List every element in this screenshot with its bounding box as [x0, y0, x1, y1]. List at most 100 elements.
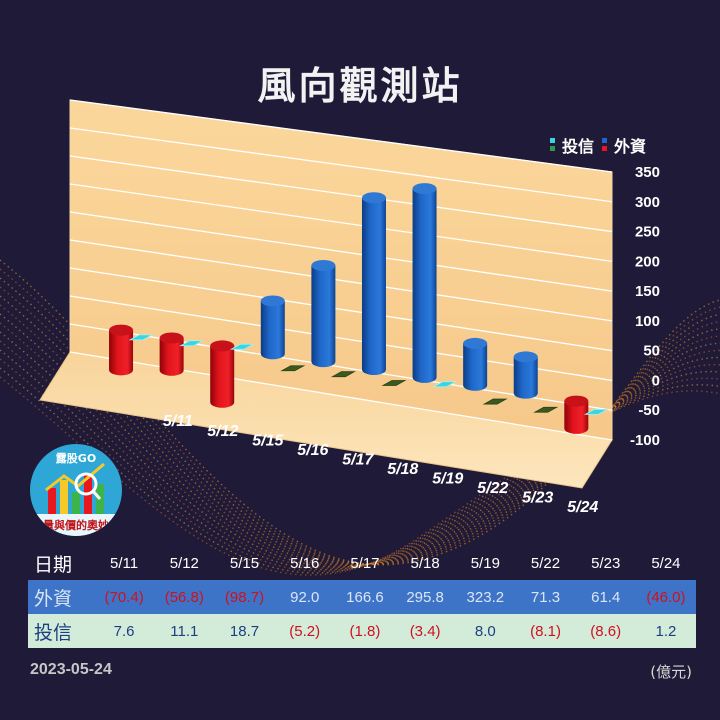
foreign-bar: [463, 337, 488, 391]
foreign-bar: [564, 395, 589, 434]
y-tick-label: 200: [635, 253, 660, 270]
foreign-cell: 92.0: [290, 588, 320, 606]
trust-cell: (8.6): [590, 622, 622, 640]
foreign-cell: (56.8): [164, 588, 204, 606]
foreign-bar-body: [260, 300, 285, 360]
wave-line: [0, 349, 720, 571]
trust-cell: 11.1: [170, 622, 199, 640]
y-tick-label: -100: [630, 432, 660, 449]
trust-marker: [330, 371, 356, 378]
report-date: 2023-05-24: [30, 661, 112, 678]
foreign-bar-body: [463, 343, 488, 391]
trust-marker: [229, 343, 255, 350]
foreign-bar: [260, 295, 285, 360]
logo-chart-icon: [45, 462, 105, 514]
x-tick-label: 5/19: [432, 470, 463, 487]
foreign-cell: 323.2: [466, 588, 505, 606]
trust-marker: [179, 340, 205, 347]
foreign-cell: (98.7): [224, 588, 265, 606]
unit-label: (億元): [650, 663, 692, 681]
gridline: [69, 239, 613, 322]
logo-top-text: 露股GO: [55, 452, 97, 465]
gridline: [69, 127, 613, 203]
foreign-bar-cap: [109, 324, 134, 336]
x-tick-label: 5/18: [387, 461, 418, 478]
foreign-cell: (70.4): [104, 588, 144, 606]
foreign-cell: 71.3: [530, 588, 561, 606]
trust-marker: [482, 398, 508, 405]
legend-label-trust: 投信: [562, 137, 595, 156]
trust-cell: 18.7: [229, 622, 260, 640]
y-tick-label: 150: [635, 283, 660, 300]
y-tick-label: -50: [638, 402, 660, 419]
foreign-bar-body: [564, 401, 589, 434]
wave-line: [0, 340, 720, 569]
trust-cell: (1.8): [349, 622, 381, 640]
trust-marker: [583, 408, 609, 415]
table-row-trust: 投信 7.6 11.1 18.7 (5.2) (1.8) (3.4) 8.0 (…: [28, 614, 696, 648]
data-table: 日期 5/11 5/12 5/15 5/16 5/17 5/18 5/19 5/…: [28, 546, 696, 648]
date-cell: 5/19: [470, 554, 500, 572]
trust-marker: [280, 365, 306, 372]
trust-cell: (5.2): [289, 622, 321, 640]
row-header-foreign: 外資: [34, 587, 73, 610]
foreign-bar: [311, 259, 336, 368]
foreign-bar-cap: [159, 332, 184, 344]
x-tick-label: 5/15: [252, 432, 284, 449]
date-cell: 5/11: [110, 554, 139, 572]
date-cell: 5/17: [350, 554, 380, 572]
x-tick-label: 5/23: [522, 489, 553, 506]
wave-line: [0, 331, 720, 568]
foreign-bar-body: [361, 197, 386, 376]
x-tick-label: 5/16: [297, 442, 328, 459]
date-cell: 5/18: [410, 554, 440, 572]
foreign-bar-body: [311, 265, 336, 368]
brand-logo: 露股GO 量與價的奧妙: [30, 444, 122, 536]
gridline: [69, 99, 613, 173]
legend-item-foreign: 外資: [602, 133, 646, 157]
foreign-bar-cap: [311, 259, 336, 271]
foreign-bar-body: [109, 330, 134, 376]
y-tick-label: 100: [635, 313, 660, 330]
chart-title: 風向觀測站: [257, 64, 463, 108]
gridline: [69, 155, 613, 233]
foreign-cell: 61.4: [591, 588, 621, 606]
wave-line: [0, 268, 720, 565]
foreign-cell: 295.8: [406, 588, 444, 606]
trust-cell: 1.2: [655, 622, 677, 640]
wave-line: [0, 313, 720, 567]
x-tick-label: 5/22: [477, 480, 508, 497]
foreign-bar-cap: [361, 192, 386, 204]
date-cell: 5/24: [651, 554, 681, 572]
table-row-foreign: 外資 (70.4) (56.8) (98.7) 92.0 166.6 295.8…: [28, 580, 696, 614]
date-cell: 5/15: [229, 554, 260, 572]
foreign-bar-cap: [260, 295, 285, 307]
legend-swatch-foreign: [602, 138, 611, 152]
x-tick-label: 5/12: [207, 423, 238, 440]
gridline: [69, 183, 613, 262]
trust-cell: 8.0: [474, 622, 496, 640]
foreign-bar-body: [412, 188, 437, 383]
date-cell: 5/22: [530, 554, 561, 572]
foreign-bar: [210, 340, 235, 408]
trust-marker: [128, 334, 154, 341]
gridline: [69, 211, 613, 292]
foreign-bar-body: [513, 356, 538, 399]
trust-cell: (8.1): [530, 622, 561, 640]
y-tick-label: 0: [652, 372, 660, 389]
trust-marker: [432, 381, 458, 388]
date-cell: 5/16: [290, 554, 320, 572]
legend-item-trust: 投信: [550, 133, 594, 157]
foreign-cell: 166.6: [346, 588, 384, 606]
chart-legend: 投信 外資: [550, 133, 646, 157]
x-tick-label: 5/24: [567, 499, 598, 516]
gridline: [69, 267, 613, 352]
foreign-bar: [513, 351, 538, 399]
date-cell: 5/12: [169, 554, 199, 572]
x-tick-label: 5/17: [342, 451, 374, 468]
legend-label-foreign: 外資: [614, 137, 647, 156]
table-row-dates: 日期 5/11 5/12 5/15 5/16 5/17 5/18 5/19 5/…: [28, 546, 696, 580]
wave-line: [0, 304, 720, 566]
y-tick-label: 350: [635, 164, 660, 181]
